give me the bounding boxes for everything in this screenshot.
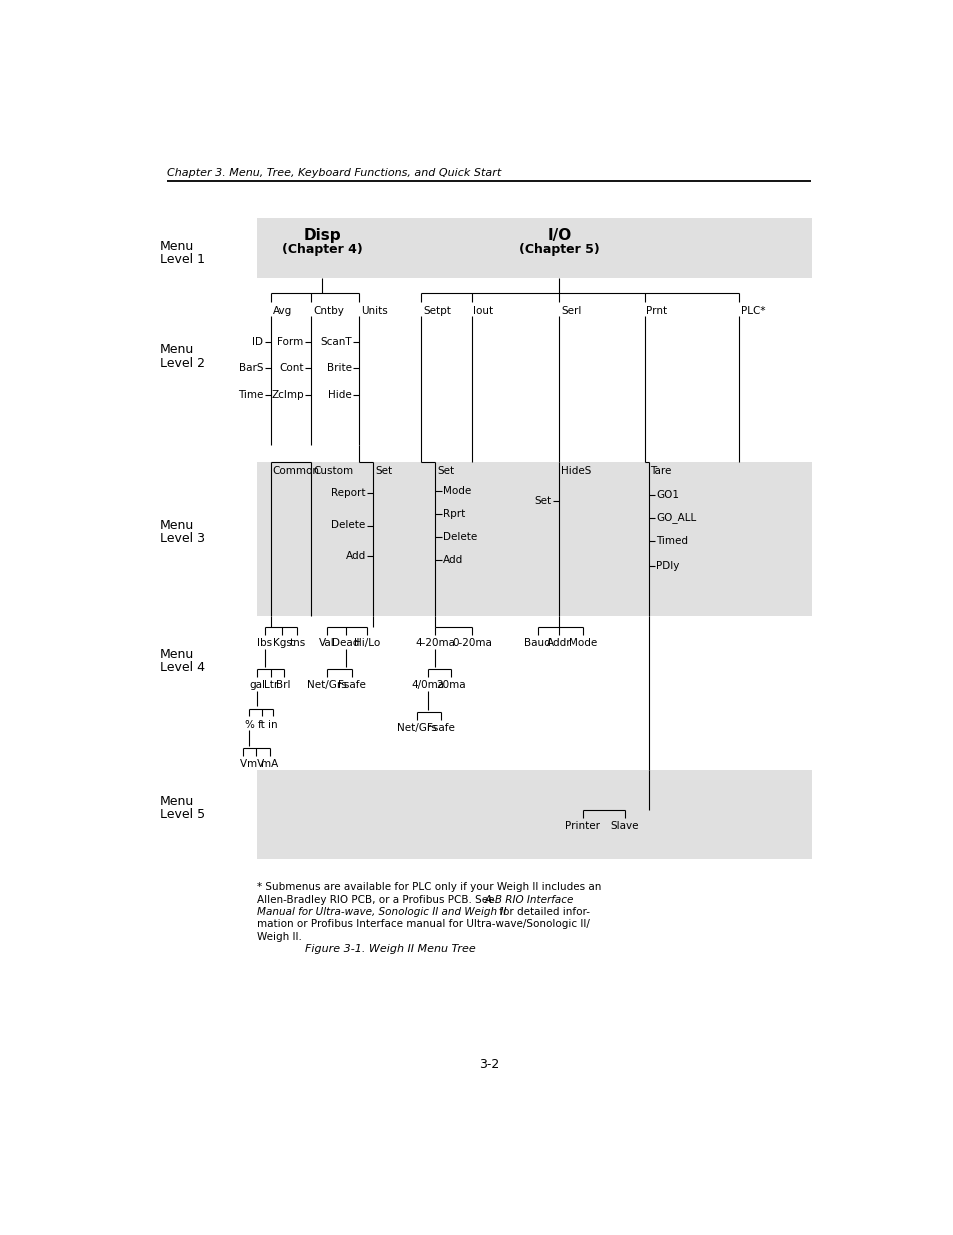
Text: A-B RIO Interface: A-B RIO Interface [484,894,573,905]
Text: 4-20ma: 4-20ma [415,638,455,648]
Text: Baud: Baud [524,638,551,648]
Text: Menu: Menu [159,343,193,357]
Text: Manual for Ultra-wave, Sonologic II and Weigh II: Manual for Ultra-wave, Sonologic II and … [257,906,506,918]
Text: gal: gal [249,680,265,690]
Text: (Chapter 4): (Chapter 4) [282,243,362,257]
Text: Add: Add [443,556,463,566]
Bar [257,462,811,616]
Text: Net/Grs: Net/Grs [307,680,347,690]
Text: V: V [239,758,247,769]
Text: Fsafe: Fsafe [337,680,365,690]
Text: Printer: Printer [564,821,599,831]
Text: Menu: Menu [159,241,193,253]
Text: PDly: PDly [656,561,679,571]
Text: ID: ID [253,337,263,347]
Text: GO1: GO1 [656,490,679,500]
Text: ft: ft [257,720,266,730]
Bar [257,771,811,858]
Text: Val: Val [318,638,335,648]
Text: mA: mA [261,758,278,769]
Text: Mode: Mode [568,638,597,648]
Text: Tare: Tare [649,466,671,477]
Text: Chapter 3. Menu, Tree, Keyboard Functions, and Quick Start: Chapter 3. Menu, Tree, Keyboard Function… [167,168,501,178]
Text: Weigh II.: Weigh II. [257,931,302,941]
Text: Iout: Iout [473,306,493,316]
Text: 4/0ma: 4/0ma [411,680,444,690]
Text: Common: Common [273,466,319,477]
Text: Kgs: Kgs [273,638,291,648]
Text: Zclmp: Zclmp [271,389,303,400]
Text: Set: Set [534,496,551,506]
Text: tns: tns [289,638,305,648]
Text: Time: Time [238,389,263,400]
Text: for detailed infor-: for detailed infor- [496,906,589,918]
Text: Menu: Menu [159,648,193,662]
Text: Brl: Brl [276,680,291,690]
Text: Ltr: Ltr [264,680,278,690]
Text: Fsafe: Fsafe [427,722,455,732]
Text: mV: mV [247,758,264,769]
Text: 3-2: 3-2 [478,1058,498,1071]
Text: Units: Units [360,306,387,316]
Text: Allen-Bradley RIO PCB, or a Profibus PCB. See: Allen-Bradley RIO PCB, or a Profibus PCB… [257,894,497,905]
Text: Level 3: Level 3 [159,532,204,545]
Text: Hide: Hide [328,389,352,400]
Text: Report: Report [331,488,365,498]
Text: Cntby: Cntby [313,306,343,316]
Text: Set: Set [436,466,454,477]
Text: HideS: HideS [560,466,591,477]
Text: Delete: Delete [331,520,365,531]
Text: I/O: I/O [547,227,571,243]
Text: Custom: Custom [313,466,353,477]
Text: %: % [244,720,254,730]
Text: Menu: Menu [159,794,193,808]
Text: Rprt: Rprt [443,509,465,519]
Text: Figure 3-1. Weigh II Menu Tree: Figure 3-1. Weigh II Menu Tree [305,944,476,953]
Text: Level 4: Level 4 [159,662,204,674]
Text: Cont: Cont [279,363,303,373]
Text: Form: Form [277,337,303,347]
Text: ScanT: ScanT [320,337,352,347]
Text: Brite: Brite [327,363,352,373]
Text: lbs: lbs [257,638,273,648]
Text: Net/Grs: Net/Grs [396,722,436,732]
Text: Prnt: Prnt [645,306,667,316]
Text: Mode: Mode [443,485,471,495]
Text: Set: Set [375,466,392,477]
Text: Timed: Timed [656,536,688,546]
Text: 0-20ma: 0-20ma [452,638,492,648]
Text: Disp: Disp [303,227,341,243]
Text: Level 1: Level 1 [159,253,204,267]
Text: Setpt: Setpt [422,306,451,316]
Text: BarS: BarS [238,363,263,373]
Text: Hi/Lo: Hi/Lo [354,638,380,648]
Text: Serl: Serl [560,306,580,316]
Text: 20ma: 20ma [436,680,465,690]
Text: Delete: Delete [443,532,476,542]
Bar [257,217,811,278]
Text: mation or Profibus Interface manual for Ultra-wave/Sonologic II/: mation or Profibus Interface manual for … [257,919,590,930]
Text: Level 5: Level 5 [159,808,205,821]
Text: Addr: Addr [547,638,571,648]
Text: Menu: Menu [159,519,193,532]
Text: Dead: Dead [332,638,359,648]
Text: * Submenus are available for PLC only if your Weigh II includes an: * Submenus are available for PLC only if… [257,882,601,893]
Text: Slave: Slave [610,821,639,831]
Text: PLC*: PLC* [740,306,764,316]
Text: in: in [268,720,277,730]
Text: Avg: Avg [273,306,292,316]
Text: (Chapter 5): (Chapter 5) [518,243,599,257]
Text: GO_ALL: GO_ALL [656,513,696,524]
Text: Level 2: Level 2 [159,357,204,369]
Text: Add: Add [345,551,365,561]
